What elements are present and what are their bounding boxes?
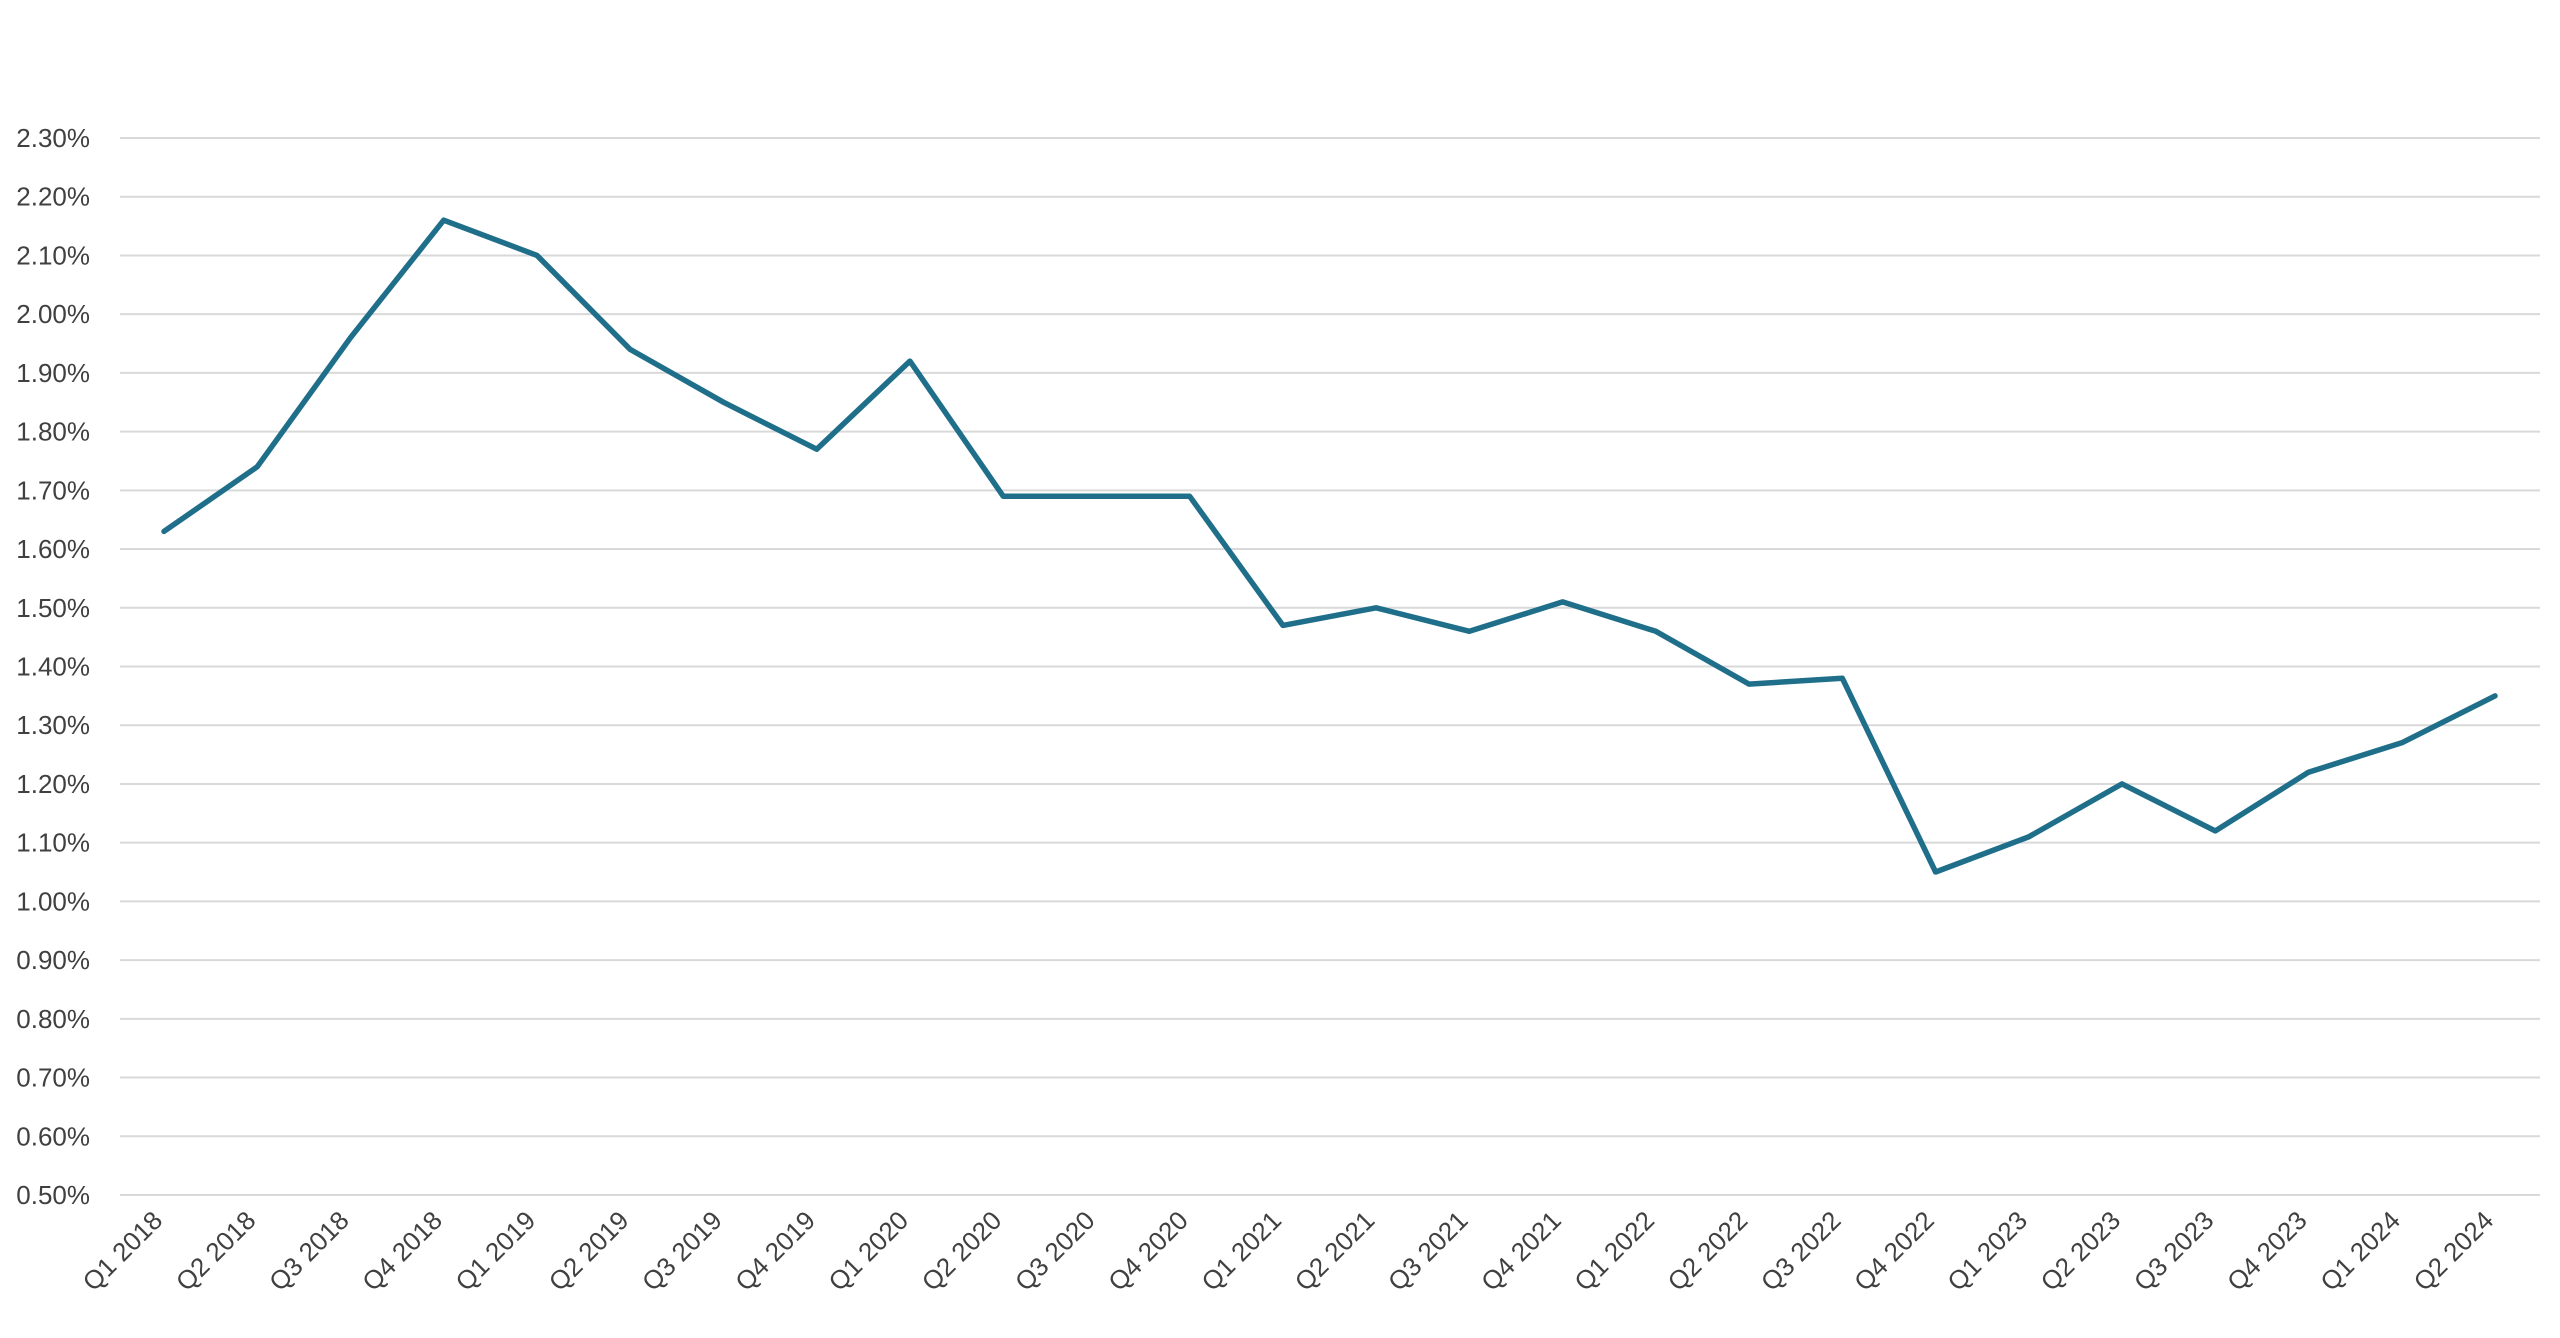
x-tick-label: Q1 2023	[1941, 1205, 2033, 1297]
data-point	[1560, 599, 1566, 605]
data-point	[1933, 869, 1939, 875]
y-tick-label: 0.70%	[16, 1063, 90, 1093]
x-tick-label: Q3 2021	[1382, 1205, 1474, 1297]
data-point	[1839, 675, 1845, 681]
data-point	[441, 217, 447, 223]
x-tick-label: Q4 2021	[1475, 1205, 1567, 1297]
x-tick-label: Q2 2021	[1289, 1205, 1381, 1297]
y-tick-label: 2.10%	[16, 240, 90, 270]
data-point	[1280, 622, 1286, 628]
y-tick-label: 0.80%	[16, 1004, 90, 1034]
x-tick-label: Q4 2020	[1102, 1205, 1194, 1297]
data-point	[347, 335, 353, 341]
data-point	[2492, 693, 2498, 699]
data-point	[254, 464, 260, 470]
y-tick-label: 2.20%	[16, 182, 90, 212]
data-point	[2026, 834, 2032, 840]
x-tick-label: Q3 2023	[2128, 1205, 2220, 1297]
x-tick-label: Q3 2019	[636, 1205, 728, 1297]
x-tick-label: Q4 2018	[356, 1205, 448, 1297]
x-tick-label: Q2 2023	[2035, 1205, 2127, 1297]
y-tick-label: 1.10%	[16, 828, 90, 858]
data-point	[2119, 781, 2125, 787]
x-tick-label: Q4 2023	[2221, 1205, 2313, 1297]
x-tick-label: Q2 2018	[170, 1205, 262, 1297]
y-tick-label: 1.50%	[16, 593, 90, 623]
data-point	[1187, 493, 1193, 499]
y-tick-label: 1.80%	[16, 417, 90, 447]
y-tick-label: 1.90%	[16, 358, 90, 388]
series-lines	[161, 217, 2498, 875]
y-tick-label: 1.00%	[16, 886, 90, 916]
data-point	[2306, 769, 2312, 775]
data-point	[2399, 740, 2405, 746]
x-tick-label: Q1 2020	[822, 1205, 914, 1297]
x-tick-label: Q3 2020	[1009, 1205, 1101, 1297]
data-point	[814, 446, 820, 452]
x-tick-label: Q1 2019	[449, 1205, 541, 1297]
data-point	[161, 528, 167, 534]
y-tick-label: 1.60%	[16, 534, 90, 564]
y-tick-label: 2.00%	[16, 299, 90, 329]
x-tick-label: Q4 2022	[1848, 1205, 1940, 1297]
x-tick-label: Q1 2024	[2314, 1205, 2406, 1297]
y-tick-label: 1.70%	[16, 475, 90, 505]
y-tick-label: 0.90%	[16, 945, 90, 975]
x-tick-label: Q3 2018	[263, 1205, 355, 1297]
data-point	[907, 358, 913, 364]
data-point	[627, 346, 633, 352]
data-point	[1746, 681, 1752, 687]
x-tick-label: Q4 2019	[729, 1205, 821, 1297]
x-tick-label: Q1 2022	[1568, 1205, 1660, 1297]
x-tick-label: Q2 2020	[916, 1205, 1008, 1297]
y-tick-label: 0.60%	[16, 1121, 90, 1151]
y-tick-label: 1.30%	[16, 710, 90, 740]
y-tick-label: 0.50%	[16, 1180, 90, 1210]
gridlines	[120, 137, 2540, 1196]
data-point	[1000, 493, 1006, 499]
y-axis-tick-labels: 0.50% 0.60% 0.70% 0.80% 0.90% 1.00% 1.10% 1.20%…	[16, 123, 90, 1210]
x-tick-label: Q2 2024	[2407, 1205, 2499, 1297]
data-point	[2212, 828, 2218, 834]
y-tick-label: 1.40%	[16, 652, 90, 682]
y-tick-label: 1.20%	[16, 769, 90, 799]
data-point	[1373, 605, 1379, 611]
data-point	[1093, 493, 1099, 499]
x-tick-label: Q2 2019	[543, 1205, 635, 1297]
x-tick-label: Q2 2022	[1662, 1205, 1754, 1297]
data-point	[1653, 628, 1659, 634]
data-point	[1466, 628, 1472, 634]
data-point	[720, 399, 726, 405]
x-tick-label: Q3 2022	[1755, 1205, 1847, 1297]
y-tick-label: 2.30%	[16, 123, 90, 153]
x-tick-label: Q1 2018	[76, 1205, 168, 1297]
series-line	[161, 217, 2498, 875]
x-axis-tick-labels: Q1 2018 Q2 2018 Q3 2018 Q4 2018 Q1 2019 Q2 20…	[76, 1205, 2499, 1297]
data-point	[534, 252, 540, 258]
x-tick-label: Q1 2021	[1195, 1205, 1287, 1297]
